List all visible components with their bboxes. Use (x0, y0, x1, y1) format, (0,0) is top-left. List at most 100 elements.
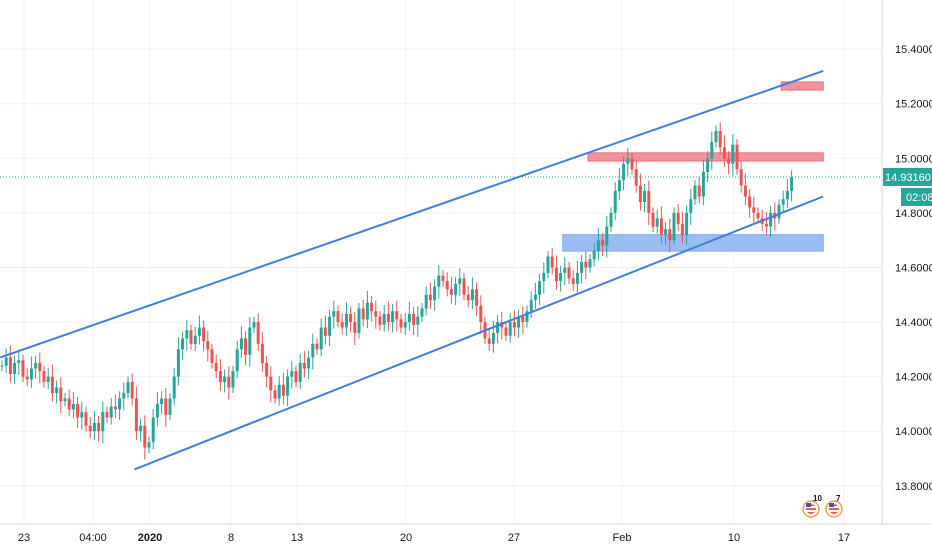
candle-up[interactable] (706, 158, 710, 172)
candle-down[interactable] (479, 305, 483, 323)
candle-up[interactable] (172, 376, 176, 399)
candle-up[interactable] (416, 316, 420, 325)
economic-event-flag-icon[interactable]: 10 (802, 494, 822, 518)
candle-up[interactable] (701, 171, 705, 197)
candle-down[interactable] (412, 313, 416, 325)
candle-up[interactable] (433, 286, 437, 301)
candle-down[interactable] (378, 316, 382, 325)
candle-down[interactable] (764, 223, 768, 227)
candle-up[interactable] (391, 311, 395, 323)
candle-down[interactable] (164, 398, 168, 415)
candle-down[interactable] (722, 147, 726, 159)
candle-down[interactable] (349, 313, 353, 323)
candle-down[interactable] (487, 338, 491, 344)
candle-up[interactable] (248, 327, 252, 355)
candle-down[interactable] (748, 196, 752, 208)
candle-up[interactable] (563, 267, 567, 273)
candle-up[interactable] (17, 360, 21, 363)
candle-up[interactable] (344, 313, 348, 328)
candle-down[interactable] (370, 302, 374, 312)
candle-down[interactable] (630, 158, 634, 170)
candle-up[interactable] (92, 423, 96, 432)
candle-up[interactable] (55, 387, 59, 393)
candle-down[interactable] (214, 362, 218, 372)
candle-down[interactable] (323, 327, 327, 336)
candle-down[interactable] (567, 267, 571, 279)
candle-down[interactable] (260, 343, 264, 363)
candle-up[interactable] (496, 322, 500, 333)
candle-up[interactable] (168, 398, 172, 415)
candle-up[interactable] (605, 226, 609, 246)
candle-down[interactable] (340, 322, 344, 328)
candle-down[interactable] (743, 185, 747, 197)
candle-up[interactable] (181, 338, 185, 350)
support-zone[interactable] (562, 234, 824, 252)
candle-down[interactable] (97, 423, 101, 432)
candle-up[interactable] (231, 371, 235, 388)
candle-down[interactable] (256, 322, 260, 344)
price-axis-background[interactable] (882, 0, 932, 524)
candle-up[interactable] (790, 177, 794, 192)
candle-up[interactable] (470, 289, 474, 301)
candle-down[interactable] (59, 387, 63, 402)
candle-up[interactable] (693, 185, 697, 200)
candle-up[interactable] (252, 322, 256, 328)
candle-down[interactable] (697, 185, 701, 197)
candle-up[interactable] (176, 349, 180, 377)
candle-up[interactable] (109, 406, 113, 418)
candle-up[interactable] (126, 382, 130, 393)
candle-up[interactable] (542, 272, 546, 282)
candle-down[interactable] (752, 207, 756, 213)
candle-up[interactable] (63, 398, 67, 402)
candle-up[interactable] (580, 262, 584, 273)
candle-down[interactable] (353, 322, 357, 333)
candle-down[interactable] (281, 384, 285, 396)
candle-up[interactable] (29, 368, 33, 380)
candle-down[interactable] (475, 289, 479, 306)
candle-up[interactable] (277, 384, 281, 399)
candle-up[interactable] (332, 311, 336, 317)
candle-down[interactable] (386, 313, 390, 323)
candle-down[interactable] (273, 390, 277, 399)
candle-down[interactable] (395, 311, 399, 320)
candle-up[interactable] (672, 212, 676, 241)
candle-down[interactable] (105, 412, 109, 418)
candle-down[interactable] (21, 360, 25, 377)
candle-up[interactable] (46, 376, 50, 383)
candle-up[interactable] (118, 398, 122, 410)
candle-up[interactable] (197, 327, 201, 336)
candle-down[interactable] (441, 275, 445, 282)
candle-down[interactable] (584, 262, 588, 268)
candle-down[interactable] (143, 425, 147, 448)
candle-down[interactable] (25, 376, 29, 380)
candle-up[interactable] (546, 256, 550, 273)
candle-down[interactable] (294, 371, 298, 383)
candle-down[interactable] (601, 240, 605, 246)
candle-down[interactable] (67, 398, 71, 410)
candle-up[interactable] (311, 343, 315, 358)
candle-down[interactable] (244, 338, 248, 355)
candle-down[interactable] (449, 289, 453, 295)
candle-down[interactable] (521, 316, 525, 323)
candle-up[interactable] (307, 357, 311, 369)
candle-up[interactable] (529, 300, 533, 312)
candle-down[interactable] (445, 281, 449, 290)
candle-up[interactable] (185, 330, 189, 339)
candle-up[interactable] (588, 259, 592, 268)
candle-up[interactable] (525, 311, 529, 323)
candle-up[interactable] (437, 275, 441, 287)
candle-down[interactable] (571, 278, 575, 284)
candle-up[interactable] (13, 362, 17, 374)
candle-down[interactable] (38, 362, 42, 372)
candle-up[interactable] (575, 272, 579, 284)
candle-up[interactable] (286, 376, 290, 396)
candle-up[interactable] (290, 371, 294, 377)
candle-up[interactable] (239, 338, 243, 350)
candle-down[interactable] (668, 229, 672, 241)
candle-down[interactable] (84, 412, 88, 426)
candle-up[interactable] (382, 313, 386, 325)
candle-down[interactable] (189, 330, 193, 344)
candle-down[interactable] (651, 212, 655, 227)
candle-up[interactable] (235, 349, 239, 372)
candle-down[interactable] (76, 403, 80, 418)
